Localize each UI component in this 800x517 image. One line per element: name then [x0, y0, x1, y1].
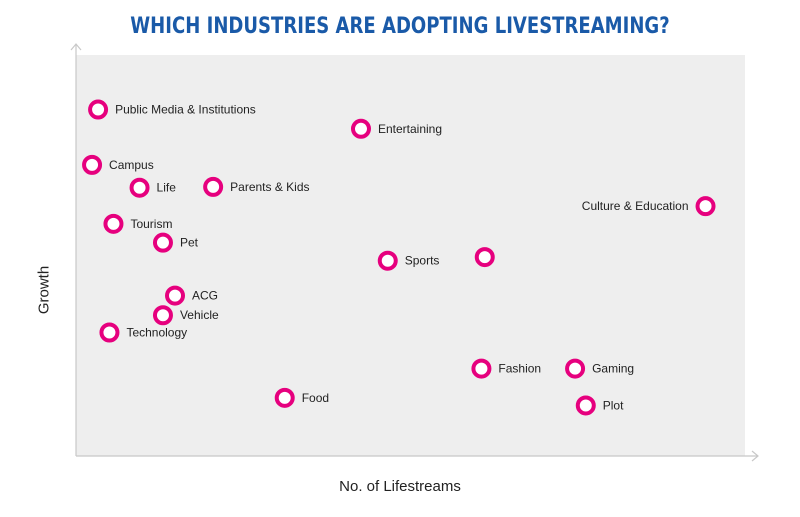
point-label: Public Media & Institutions	[115, 103, 256, 117]
data-point	[471, 358, 492, 379]
data-point	[565, 358, 586, 379]
data-point	[103, 213, 124, 234]
point-label: Food	[302, 391, 329, 405]
data-point	[88, 99, 109, 120]
point-label: Culture & Education	[582, 199, 689, 213]
data-point	[99, 322, 120, 343]
point-label: Gaming	[592, 362, 634, 376]
point-label: Sports	[405, 254, 440, 268]
point-label: Campus	[109, 158, 154, 172]
x-axis-label: No. of Lifestreams	[339, 478, 461, 495]
point-label: Technology	[126, 325, 187, 339]
data-point	[82, 154, 103, 175]
point-label: Entertaining	[378, 122, 442, 136]
y-axis-arrow-icon	[70, 43, 82, 51]
point-label: Pet	[180, 236, 199, 250]
point-label: Tourism	[130, 217, 172, 231]
data-point	[350, 118, 371, 139]
data-point	[474, 247, 495, 268]
point-label: Fashion	[498, 362, 541, 376]
data-point	[152, 305, 173, 326]
point-label: Life	[157, 181, 177, 195]
point-label: Parents & Kids	[230, 180, 309, 194]
points-layer: Public Media & Institutions Entertaining C…	[82, 99, 716, 416]
data-point	[575, 395, 596, 416]
data-point	[274, 387, 295, 408]
data-point	[203, 176, 224, 197]
data-point	[129, 177, 150, 198]
chart-title: WHICH INDUSTRIES ARE ADOPTING LIVESTREAM…	[130, 14, 670, 39]
x-axis-arrow-icon	[751, 450, 759, 462]
point-label: ACG	[192, 289, 218, 303]
data-point	[695, 196, 716, 217]
point-label: Plot	[603, 398, 624, 412]
point-label: Vehicle	[180, 308, 219, 322]
data-point	[165, 285, 186, 306]
plot-area	[76, 55, 745, 456]
data-point	[377, 250, 398, 271]
data-point	[152, 232, 173, 253]
